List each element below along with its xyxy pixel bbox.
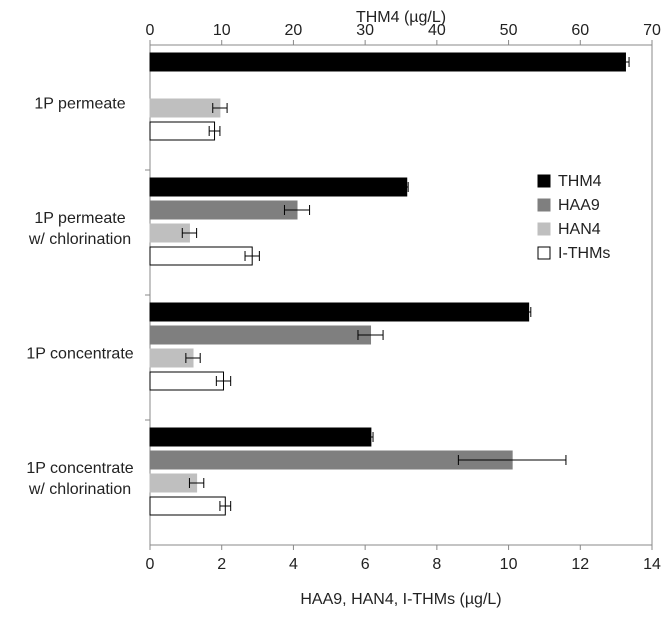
top-tick-label: 60 — [571, 22, 589, 39]
bar-i-thms — [149, 121, 216, 141]
bottom-tick-label: 6 — [361, 556, 370, 573]
bar-thm4 — [149, 52, 626, 72]
bar-i-thms — [149, 496, 226, 516]
top-tick-label: 30 — [356, 22, 374, 39]
bar-i-thms — [149, 246, 253, 266]
top-tick-label: 0 — [146, 22, 155, 39]
plot-border — [149, 44, 653, 546]
category-label: 1P concentrate w/ chlorination — [26, 460, 133, 498]
category-label: 1P permeate — [34, 96, 125, 113]
bottom-tick-label: 0 — [146, 556, 155, 573]
top-tick-label: 10 — [213, 22, 231, 39]
top-axis-title: THM4 (µg/L) — [356, 9, 446, 26]
bar-i-thms — [149, 371, 225, 391]
legend-label-i-thms: I-THMs — [558, 245, 610, 262]
legend-swatch-han4 — [537, 222, 551, 236]
plot-frame — [149, 44, 653, 546]
legend-label-haa9: HAA9 — [558, 197, 600, 214]
legend-label-thm4: THM4 — [558, 173, 602, 190]
bar-haa9 — [149, 200, 298, 220]
top-tick-label: 40 — [428, 22, 446, 39]
bottom-tick-label: 10 — [500, 556, 518, 573]
bottom-axis-ticks: 0 2 4 6 8 10 12 14 — [146, 545, 661, 573]
legend: THM4 HAA9 HAN4 I-THMs — [537, 173, 610, 262]
category-label: 1P permeate w/ chlorination — [28, 210, 131, 248]
bottom-tick-label: 2 — [217, 556, 226, 573]
top-tick-label: 70 — [643, 22, 661, 39]
bar-han4 — [149, 98, 221, 118]
category-label-line: 1P permeate — [34, 96, 125, 113]
top-axis-ticks: 0 10 20 30 40 50 60 70 — [146, 22, 661, 45]
bottom-tick-label: 4 — [289, 556, 298, 573]
legend-swatch-haa9 — [537, 198, 551, 212]
bar-haa9 — [149, 325, 372, 345]
bottom-tick-label: 12 — [571, 556, 589, 573]
bar-thm4 — [149, 427, 372, 447]
top-tick-label: 50 — [500, 22, 518, 39]
category-label-line: w/ chlorination — [28, 231, 131, 248]
bar-thm4 — [149, 177, 408, 197]
category-label-line: w/ chlorination — [28, 481, 131, 498]
category-label: 1P concentrate — [26, 346, 133, 363]
bottom-axis-title: HAA9, HAN4, I-THMs (µg/L) — [300, 591, 501, 608]
bar-thm4 — [149, 302, 530, 322]
legend-swatch-thm4 — [537, 174, 551, 188]
bottom-tick-label: 8 — [432, 556, 441, 573]
bars — [145, 52, 630, 516]
legend-label-han4: HAN4 — [558, 221, 601, 238]
category-label-line: 1P concentrate — [26, 346, 133, 363]
category-label-line: 1P permeate — [34, 210, 125, 227]
legend-swatch-i-thms — [537, 246, 551, 260]
bar-haa9 — [149, 450, 513, 470]
bottom-tick-label: 14 — [643, 556, 661, 573]
category-label-line: 1P concentrate — [26, 460, 133, 477]
top-tick-label: 20 — [285, 22, 303, 39]
